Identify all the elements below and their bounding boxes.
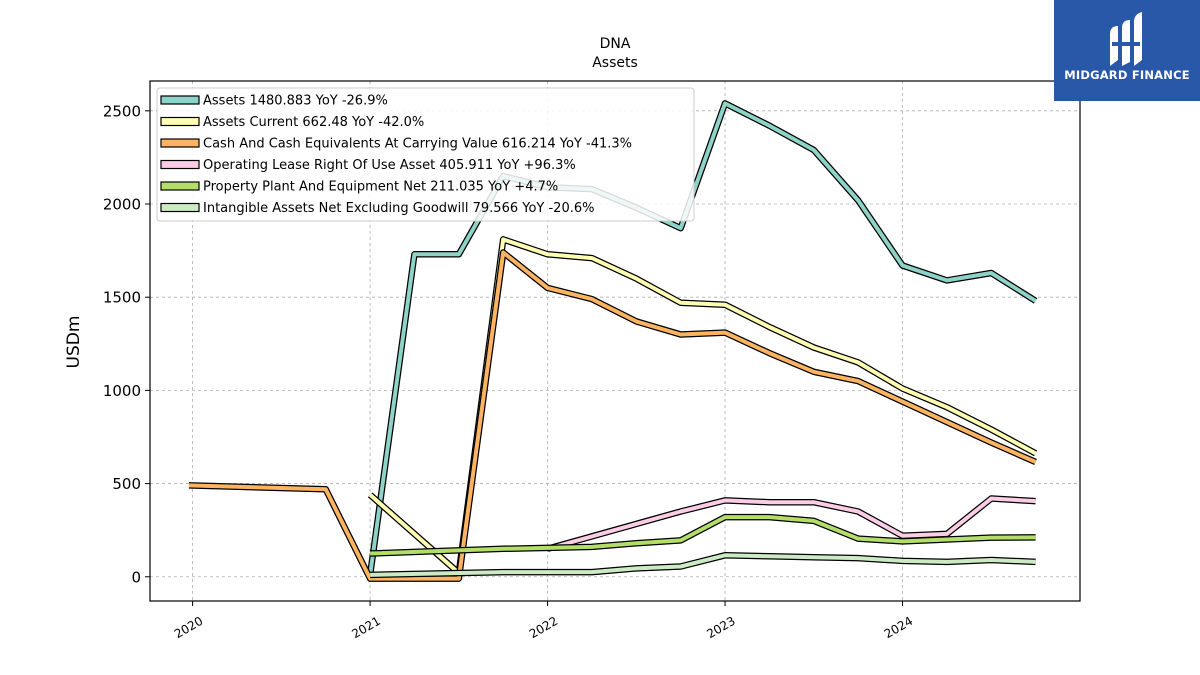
brand-logo: MIDGARD FINANCE — [1054, 0, 1200, 101]
x-tick-label: 2022 — [527, 614, 560, 641]
legend-swatch — [160, 159, 200, 170]
legend-swatch — [160, 202, 200, 213]
x-tick-label: 2020 — [172, 614, 205, 641]
legend-box — [156, 87, 695, 222]
series-line-outline — [367, 236, 1038, 577]
y-tick-label: 2000 — [103, 196, 141, 214]
legend-entry: Intangible Assets Net Excluding Goodwill… — [203, 201, 594, 216]
y-axis-label: USDm — [64, 316, 84, 369]
y-tick-label: 2500 — [103, 102, 141, 120]
y-tick-label: 0 — [131, 568, 141, 586]
y-tick-label: 1500 — [103, 289, 141, 307]
legend-entry: Assets 1480.883 YoY -26.9% — [203, 94, 388, 109]
legend-entry: Property Plant And Equipment Net 211.035… — [203, 180, 558, 195]
logo-text: MIDGARD FINANCE — [1064, 68, 1190, 82]
x-tick-label: 2024 — [882, 614, 915, 641]
series-line — [370, 515, 1036, 556]
legend-swatch — [160, 116, 200, 127]
series-line — [188, 250, 1037, 581]
legend-entry: Cash And Cash Equivalents At Carrying Va… — [203, 137, 632, 152]
chart-title: DNA — [600, 36, 631, 52]
legend-swatch — [160, 138, 200, 148]
legend-entry: Operating Lease Right Of Use Asset 405.9… — [203, 158, 576, 173]
series-line — [547, 496, 1036, 551]
legend: Assets 1480.883 YoY -26.9% Assets Current… — [156, 87, 695, 222]
x-tick-label: 2021 — [349, 614, 382, 641]
chart-subtitle: Assets — [592, 55, 638, 71]
y-tick-label: 1000 — [103, 382, 141, 400]
series-line — [368, 237, 1037, 575]
x-tick-label: 2023 — [704, 614, 737, 641]
y-tick-label: 500 — [112, 475, 141, 493]
legend-swatch — [160, 95, 200, 105]
series-line — [370, 553, 1036, 577]
legend-entry: Assets Current 662.48 YoY -42.0% — [203, 115, 424, 130]
plot-frame — [149, 80, 1081, 602]
legend-swatch — [160, 181, 200, 191]
logo-mark-icon — [1110, 12, 1142, 66]
